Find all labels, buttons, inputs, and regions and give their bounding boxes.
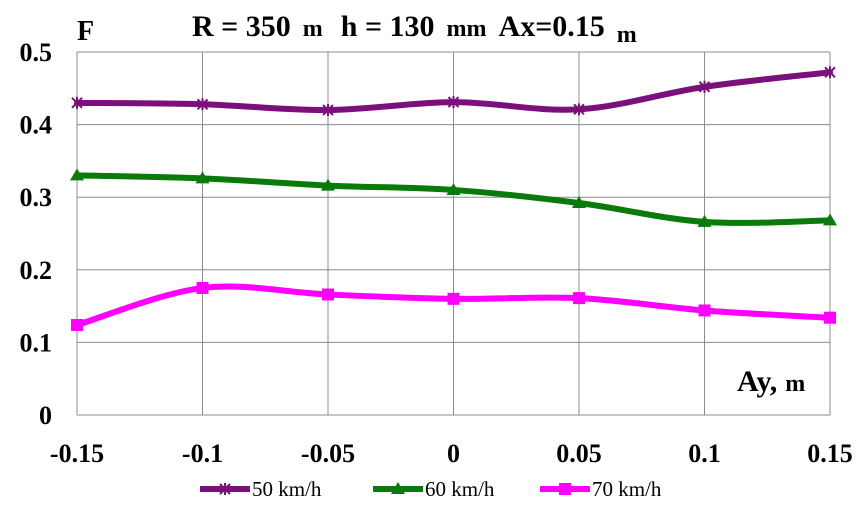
data-point [196, 98, 209, 111]
data-point [572, 196, 586, 209]
tick-labels: 0 0.1 0.2 0.3 0.4 0.5 -0.15 -0.1 -0.05 0 0.05 0.1 0.… [20, 38, 853, 468]
data-point [70, 168, 84, 181]
legend-marker [219, 483, 231, 495]
title-unit-1: m [303, 16, 323, 42]
legend: 50 km/h 60 km/h 70 km/h [200, 477, 662, 501]
title-unit-3: m [617, 22, 637, 48]
data-point [698, 304, 711, 317]
x-tick-label: 0.1 [688, 439, 721, 468]
legend-marker [391, 482, 405, 494]
x-tick-label: 0.15 [807, 439, 853, 468]
series-2 [71, 281, 836, 331]
data-point [824, 311, 836, 324]
x-tick-label: -0.05 [301, 439, 355, 468]
legend-label: 50 km/h [252, 477, 322, 501]
y-tick-label: 0.2 [20, 256, 53, 285]
x-axis-label-unit: m [785, 371, 805, 397]
legend-label: 70 km/h [592, 477, 662, 501]
title-part-3: Ax=0.15 [499, 10, 605, 43]
y-tick-label: 0 [39, 401, 52, 430]
series-1 [70, 168, 837, 227]
data-point [823, 213, 837, 226]
y-tick-label: 0.1 [20, 328, 53, 357]
legend-label: 60 km/h [425, 477, 495, 501]
data-point [71, 318, 83, 331]
data-point [824, 66, 836, 79]
title-part-2: h = 130 [341, 10, 435, 43]
data-point [698, 80, 711, 93]
y-axis-label: F [77, 16, 94, 47]
x-axis-label-name: Ay, [737, 365, 777, 398]
data-point [322, 104, 334, 117]
x-axis-label-background [733, 362, 821, 402]
data-point [573, 103, 585, 116]
title-part-1: R = 350 [192, 10, 291, 43]
y-tick-label: 0.5 [20, 38, 53, 67]
title-unit-2: mm [447, 16, 487, 42]
data-point [195, 171, 210, 184]
series-0 [71, 66, 836, 117]
data-point [322, 288, 334, 301]
data-point [446, 182, 461, 195]
data-point [71, 96, 83, 109]
x-tick-label: 0 [447, 439, 460, 468]
data-point [573, 292, 585, 305]
data-point [447, 96, 460, 109]
series-layer [70, 66, 837, 331]
data-point [321, 178, 335, 191]
legend-marker [559, 483, 571, 495]
data-point [697, 214, 712, 227]
data-point [196, 281, 209, 294]
y-tick-label: 0.4 [20, 111, 53, 140]
chart-title: R = 350 m h = 130 mm Ax=0.15 m [192, 10, 637, 48]
x-tick-label: -0.1 [182, 439, 223, 468]
x-tick-label: 0.05 [556, 439, 602, 468]
data-point [447, 292, 460, 305]
x-tick-label: -0.15 [50, 439, 104, 468]
x-axis-label: Ay, m [737, 365, 805, 398]
y-tick-label: 0.3 [20, 183, 53, 212]
